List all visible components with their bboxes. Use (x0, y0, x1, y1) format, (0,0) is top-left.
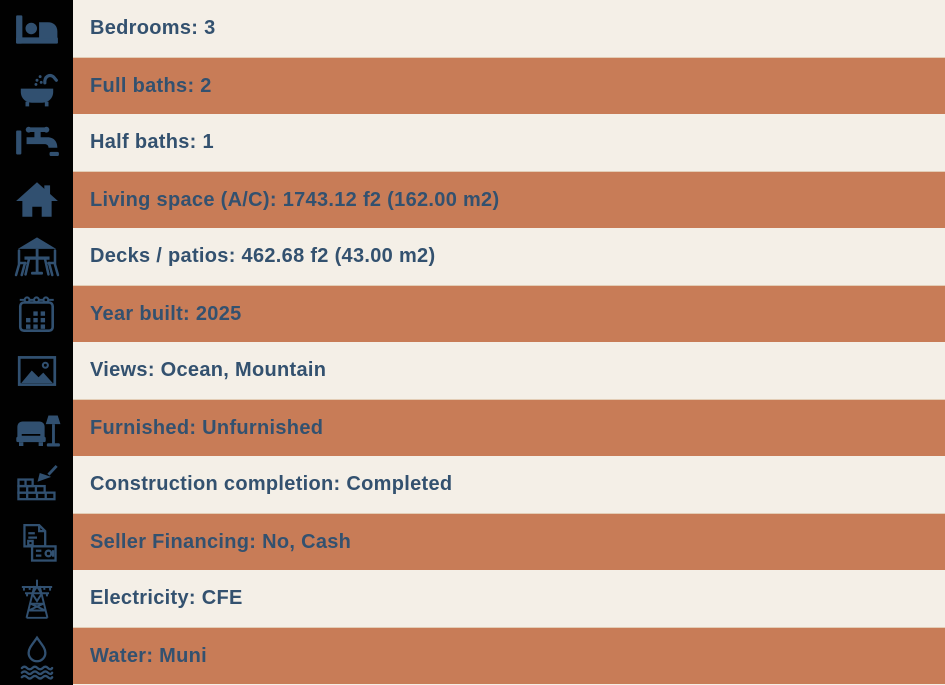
calendar-icon (18, 295, 54, 332)
icon-cell-views (0, 342, 73, 399)
icon-cell-year-built (0, 285, 73, 342)
icon-cell-full-baths (0, 57, 73, 114)
row-half-baths-text: Half baths: 1 (90, 131, 214, 153)
icon-cell-seller-financing (0, 513, 73, 570)
row-electricity-text: Electricity: CFE (90, 587, 243, 609)
row-furnished-text: Furnished: Unfurnished (90, 416, 324, 439)
row-decks-patios: Decks / patios: 462.68 f2 (43.00 m2) (73, 228, 945, 285)
icon-cell-decks-patios (0, 228, 73, 285)
power-tower-icon (21, 579, 52, 619)
row-water-text: Water: Muni (90, 644, 207, 667)
row-living-space-text: Living space (A/C): 1743.12 f2 (162.00 m… (90, 188, 500, 211)
bathtub-icon (20, 73, 58, 106)
row-year-built-text: Year built: 2025 (90, 302, 242, 325)
faucet-icon (15, 126, 59, 156)
details-list: Bedrooms: 3 Full baths: 2 Half baths: 1 … (73, 0, 945, 685)
row-views-text: Views: Ocean, Mountain (90, 359, 327, 381)
row-bedrooms: Bedrooms: 3 (73, 0, 945, 57)
row-electricity: Electricity: CFE (73, 570, 945, 627)
house-icon (15, 181, 58, 217)
row-construction: Construction completion: Completed (73, 456, 945, 513)
icon-cell-bedrooms (0, 0, 73, 57)
row-views: Views: Ocean, Mountain (73, 342, 945, 399)
icon-cell-half-baths (0, 114, 73, 171)
bricks-icon (16, 464, 58, 500)
furniture-icon (15, 414, 60, 447)
invoice-icon (22, 523, 57, 562)
row-full-baths-text: Full baths: 2 (90, 74, 212, 97)
row-construction-text: Construction completion: Completed (90, 473, 453, 495)
icon-cell-water (0, 627, 73, 684)
row-year-built: Year built: 2025 (73, 285, 945, 342)
row-seller-financing: Seller Financing: No, Cash (73, 513, 945, 570)
row-bedrooms-text: Bedrooms: 3 (90, 17, 216, 39)
patio-set-icon (14, 236, 59, 276)
image-icon (17, 355, 56, 386)
icon-sidebar (0, 0, 73, 685)
row-living-space: Living space (A/C): 1743.12 f2 (162.00 m… (73, 171, 945, 228)
row-half-baths: Half baths: 1 (73, 114, 945, 171)
water-icon (20, 635, 53, 680)
row-full-baths: Full baths: 2 (73, 57, 945, 114)
icon-cell-furnished (0, 399, 73, 456)
row-seller-financing-text: Seller Financing: No, Cash (90, 530, 352, 553)
bed-icon (15, 14, 58, 44)
icon-cell-construction (0, 456, 73, 513)
icon-cell-living-space (0, 171, 73, 228)
row-water: Water: Muni (73, 627, 945, 684)
icon-cell-electricity (0, 570, 73, 627)
row-furnished: Furnished: Unfurnished (73, 399, 945, 456)
row-decks-patios-text: Decks / patios: 462.68 f2 (43.00 m2) (90, 245, 436, 267)
